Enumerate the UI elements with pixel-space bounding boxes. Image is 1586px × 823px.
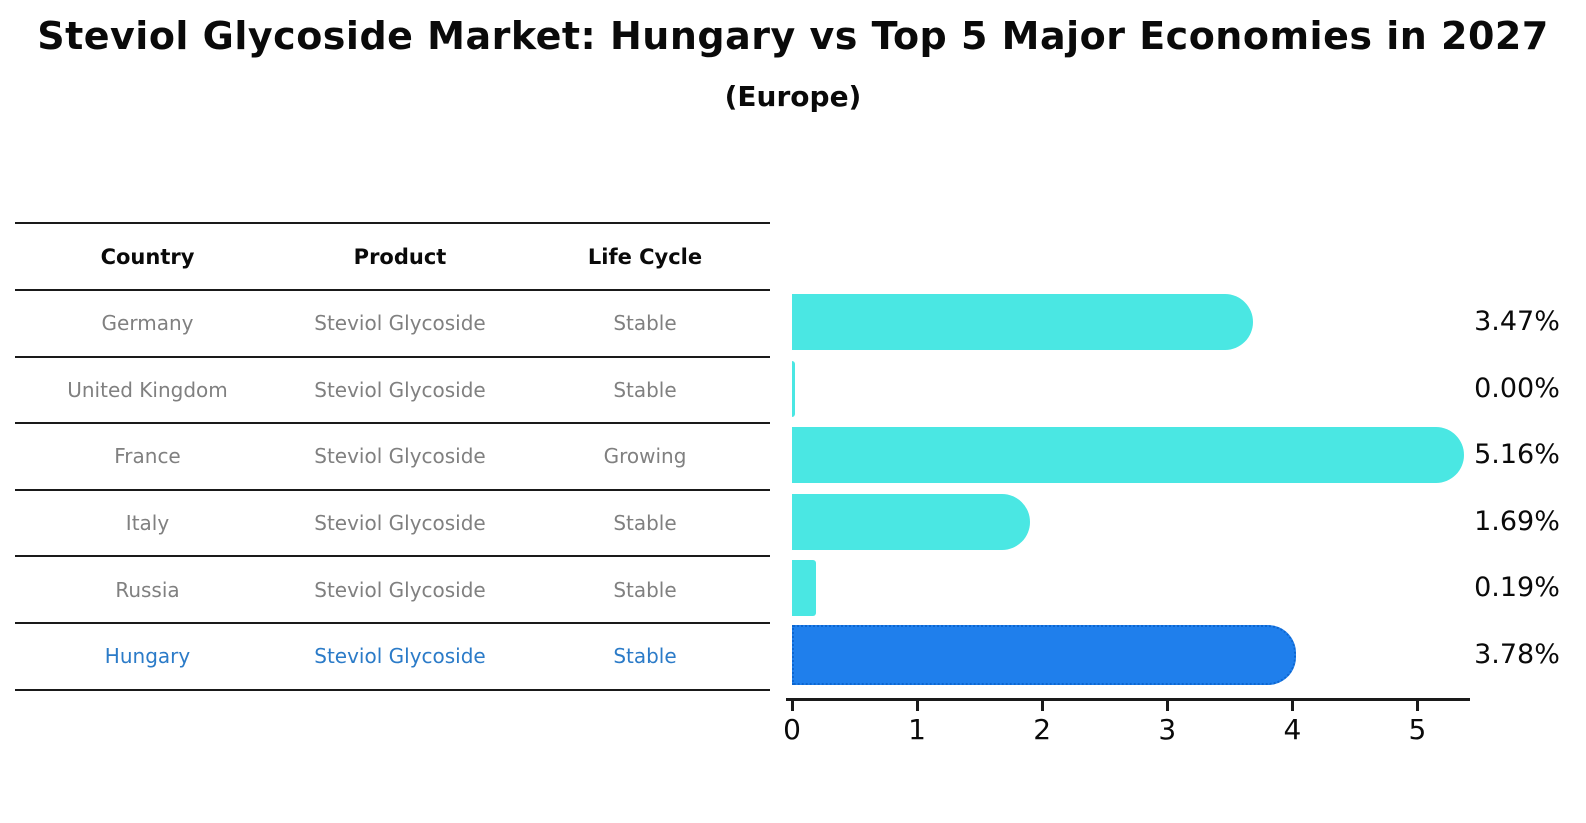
x-axis-tick (1415, 701, 1419, 711)
column-header-product: Product (353, 244, 447, 269)
cell-country: Russia (115, 577, 180, 602)
bar-germany (792, 294, 1254, 350)
x-axis-tick (1290, 701, 1294, 711)
chart-title: Steviol Glycoside Market: Hungary vs Top… (37, 14, 1549, 58)
column-header-lifecycle: Life Cycle (587, 244, 703, 269)
table-row-united-kingdom: United Kingdom Steviol Glycoside Stable (15, 358, 770, 425)
cell-life-cycle: Stable (613, 311, 677, 336)
bar-row (792, 555, 1455, 622)
x-axis-tick (915, 701, 919, 711)
value-labels: 3.47% 0.00% 5.16% 1.69% 0.19% 3.78% (1452, 289, 1582, 689)
cell-life-cycle: Stable (613, 377, 677, 402)
column-header-country: Country (100, 244, 195, 269)
bar-row (792, 622, 1455, 689)
cell-product: Steviol Glycoside (314, 311, 486, 336)
bar-hungary-highlight (792, 625, 1296, 685)
value-label-hungary: 3.78% (1474, 639, 1560, 670)
table-row-russia: Russia Steviol Glycoside Stable (15, 557, 770, 624)
table-row-germany: Germany Steviol Glycoside Stable (15, 291, 770, 358)
bar-row (792, 489, 1455, 556)
x-axis-line (786, 698, 1470, 701)
cell-life-cycle: Stable (613, 511, 677, 536)
x-axis-tick-label: 5 (1408, 713, 1427, 746)
value-label-russia: 0.19% (1474, 572, 1560, 604)
bar-france (792, 427, 1465, 484)
value-label-germany: 3.47% (1474, 306, 1560, 337)
x-axis-tick-label: 1 (908, 713, 926, 746)
x-axis-tick (1165, 701, 1169, 711)
country-table: Country Product Life Cycle Germany Stevi… (15, 222, 770, 691)
x-axis-tick-label: 2 (1033, 713, 1052, 746)
bar-united-kingdom (792, 360, 795, 417)
bar-italy (792, 493, 1031, 550)
x-axis-tick (1040, 701, 1044, 711)
x-axis-tick-label: 3 (1158, 713, 1177, 746)
table-row-hungary: Hungary Steviol Glycoside Stable (15, 624, 770, 691)
value-label-france: 5.16% (1474, 439, 1560, 471)
cell-life-cycle: Stable (613, 644, 677, 669)
x-axis-tick-label: 4 (1283, 713, 1302, 746)
bar-row (792, 289, 1455, 356)
value-label-italy: 1.69% (1474, 505, 1560, 537)
cell-country: Hungary (104, 644, 191, 669)
table-row-france: France Steviol Glycoside Growing (15, 424, 770, 491)
bar-russia (792, 560, 816, 617)
cell-country: France (114, 444, 181, 469)
table-row-italy: Italy Steviol Glycoside Stable (15, 491, 770, 558)
cell-life-cycle: Growing (603, 444, 687, 469)
cell-product: Steviol Glycoside (314, 511, 486, 536)
value-label-united-kingdom: 0.00% (1474, 372, 1560, 404)
bar-row (792, 356, 1455, 423)
cell-product: Steviol Glycoside (314, 644, 486, 669)
chart-subtitle: (Europe) (724, 80, 862, 113)
cell-product: Steviol Glycoside (314, 444, 486, 469)
cell-product: Steviol Glycoside (314, 377, 486, 402)
x-axis: 0 1 2 3 4 5 (783, 698, 1470, 758)
x-axis-tick (790, 701, 794, 711)
cell-product: Steviol Glycoside (314, 577, 486, 602)
cell-life-cycle: Stable (613, 577, 677, 602)
bar-plot-area (792, 289, 1465, 689)
x-axis-tick-label: 0 (783, 713, 801, 746)
bar-row (792, 422, 1465, 489)
cell-country: United Kingdom (67, 377, 228, 402)
table-header-row: Country Product Life Cycle (15, 222, 770, 291)
cell-country: Italy (125, 511, 170, 536)
cell-country: Germany (101, 311, 194, 336)
